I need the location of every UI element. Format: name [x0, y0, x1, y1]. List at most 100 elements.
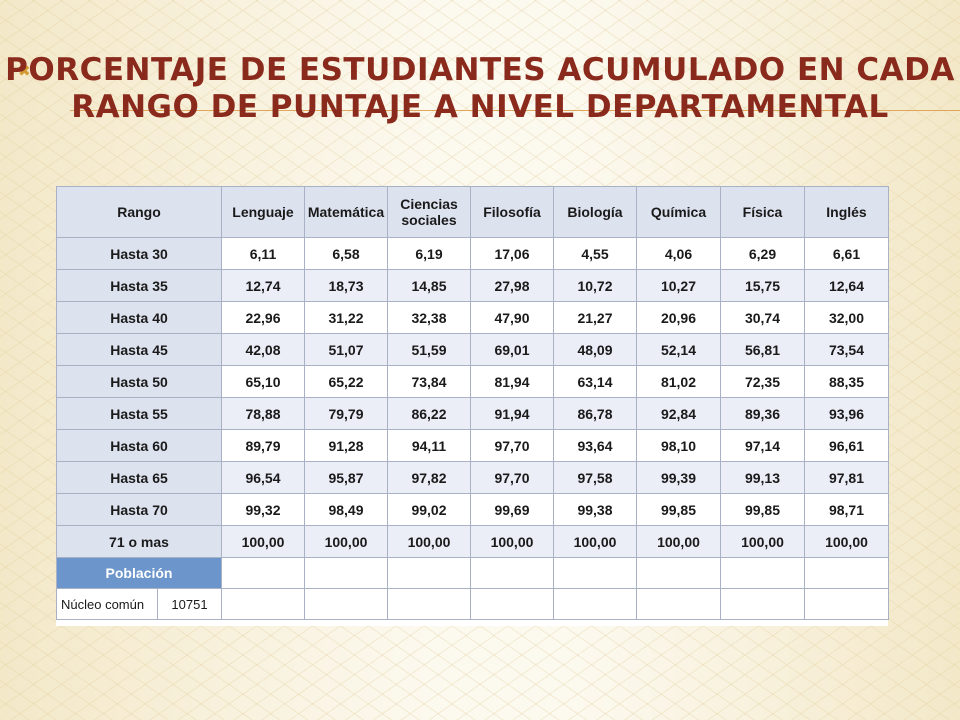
row-rango-label: Hasta 55 — [56, 397, 222, 430]
table-cell: 91,28 — [304, 429, 388, 462]
table-cell: 10,27 — [636, 269, 721, 302]
table-row: Hasta 65 96,54 95,87 97,82 97,70 97,58 99,39 99… — [56, 461, 889, 494]
table-cell: 94,11 — [387, 429, 471, 462]
row-rango-label: Hasta 65 — [56, 461, 222, 494]
table-cell: 97,70 — [470, 429, 554, 462]
row-rango-label: Hasta 60 — [56, 429, 222, 462]
table-cell: 100,00 — [304, 525, 388, 558]
nucleo-value: 10751 — [157, 588, 222, 620]
table-cell: 10,72 — [553, 269, 637, 302]
table-cell: 99,85 — [636, 493, 721, 526]
table-body: Hasta 30 6,11 6,58 6,19 17,06 4,55 4,06 6,29 6,6… — [56, 237, 889, 620]
table-row: Hasta 40 22,96 31,22 32,38 47,90 21,27 20,96 30… — [56, 301, 889, 334]
table-cell: 52,14 — [636, 333, 721, 366]
table-cell: 100,00 — [636, 525, 721, 558]
table-row: Hasta 35 12,74 18,73 14,85 27,98 10,72 10,27 15… — [56, 269, 889, 302]
table-cell: 65,10 — [221, 365, 305, 398]
table-cell: 98,10 — [636, 429, 721, 462]
table-cell: 99,39 — [636, 461, 721, 494]
table-cell: 6,19 — [387, 237, 471, 270]
table-cell: 100,00 — [470, 525, 554, 558]
table-cell: 69,01 — [470, 333, 554, 366]
table-cell: 65,22 — [304, 365, 388, 398]
table-cell: 47,90 — [470, 301, 554, 334]
table-cell: 97,81 — [804, 461, 889, 494]
table-cell: 100,00 — [387, 525, 471, 558]
table-cell: 17,06 — [470, 237, 554, 270]
table-cell: 6,61 — [804, 237, 889, 270]
row-rango-label: Hasta 45 — [56, 333, 222, 366]
poblacion-label: Población — [56, 557, 222, 589]
table-cell: 73,84 — [387, 365, 471, 398]
nucleo-row: Núcleo común 10751 — [56, 588, 889, 620]
table-row: Hasta 55 78,88 79,79 86,22 91,94 86,78 92,84 89… — [56, 397, 889, 430]
table-cell: 89,36 — [720, 397, 805, 430]
table-cell: 4,06 — [636, 237, 721, 270]
table-cell: 32,00 — [804, 301, 889, 334]
row-rango-label: Hasta 35 — [56, 269, 222, 302]
results-table-container: Rango Lenguaje Matemática Ciencias sociale… — [56, 186, 889, 626]
table-cell: 98,71 — [804, 493, 889, 526]
header-subject: Inglés — [804, 186, 889, 238]
table-cell: 6,11 — [221, 237, 305, 270]
table-cell: 93,96 — [804, 397, 889, 430]
empty-cell — [221, 588, 305, 620]
table-row: Hasta 45 42,08 51,07 51,59 69,01 48,09 52,14 56… — [56, 333, 889, 366]
empty-cell — [804, 588, 889, 620]
table-cell: 56,81 — [720, 333, 805, 366]
table-cell: 100,00 — [221, 525, 305, 558]
table-cell: 31,22 — [304, 301, 388, 334]
header-row: Rango Lenguaje Matemática Ciencias sociale… — [56, 186, 889, 238]
table-cell: 86,78 — [553, 397, 637, 430]
table-cell: 88,35 — [804, 365, 889, 398]
table-cell: 48,09 — [553, 333, 637, 366]
results-table: Rango Lenguaje Matemática Ciencias sociale… — [56, 186, 889, 620]
table-cell: 32,38 — [387, 301, 471, 334]
empty-cell — [387, 588, 471, 620]
header-subject: Física — [720, 186, 805, 238]
table-cell: 81,94 — [470, 365, 554, 398]
row-rango-label: Hasta 40 — [56, 301, 222, 334]
table-cell: 98,49 — [304, 493, 388, 526]
table-cell: 12,64 — [804, 269, 889, 302]
table-cell: 99,38 — [553, 493, 637, 526]
table-cell: 96,61 — [804, 429, 889, 462]
table-cell: 63,14 — [553, 365, 637, 398]
empty-cell — [720, 557, 805, 589]
table-row: Hasta 50 65,10 65,22 73,84 81,94 63,14 81,02 72… — [56, 365, 889, 398]
table-cell: 51,07 — [304, 333, 388, 366]
table-cell: 6,29 — [720, 237, 805, 270]
table-cell: 72,35 — [720, 365, 805, 398]
empty-cell — [804, 557, 889, 589]
table-row: Hasta 30 6,11 6,58 6,19 17,06 4,55 4,06 6,29 6,6… — [56, 237, 889, 270]
header-rango: Rango — [56, 186, 222, 238]
table-cell: 96,54 — [221, 461, 305, 494]
empty-cell — [470, 557, 554, 589]
table-cell: 100,00 — [720, 525, 805, 558]
row-rango-label: 71 o mas — [56, 525, 222, 558]
header-subject: Lenguaje — [221, 186, 305, 238]
table-cell: 22,96 — [221, 301, 305, 334]
table-cell: 97,14 — [720, 429, 805, 462]
table-cell: 89,79 — [221, 429, 305, 462]
table-cell: 92,84 — [636, 397, 721, 430]
table-cell: 99,02 — [387, 493, 471, 526]
table-cell: 42,08 — [221, 333, 305, 366]
table-row: Hasta 60 89,79 91,28 94,11 97,70 93,64 98,10 97… — [56, 429, 889, 462]
table-cell: 100,00 — [804, 525, 889, 558]
empty-cell — [221, 557, 305, 589]
table-cell: 99,13 — [720, 461, 805, 494]
table-cell: 99,32 — [221, 493, 305, 526]
empty-cell — [553, 588, 637, 620]
table-cell: 27,98 — [470, 269, 554, 302]
table-cell: 51,59 — [387, 333, 471, 366]
table-cell: 30,74 — [720, 301, 805, 334]
empty-cell — [387, 557, 471, 589]
header-subject: Ciencias sociales — [387, 186, 471, 238]
table-row: 71 o mas 100,00 100,00 100,00 100,00 100,00 10… — [56, 525, 889, 558]
table-cell: 78,88 — [221, 397, 305, 430]
slide-title: PORCENTAJE DE ESTUDIANTES ACUMULADO EN C… — [5, 52, 955, 125]
table-cell: 95,87 — [304, 461, 388, 494]
nucleo-label: Núcleo común — [56, 588, 158, 620]
header-subject: Matemática — [304, 186, 388, 238]
